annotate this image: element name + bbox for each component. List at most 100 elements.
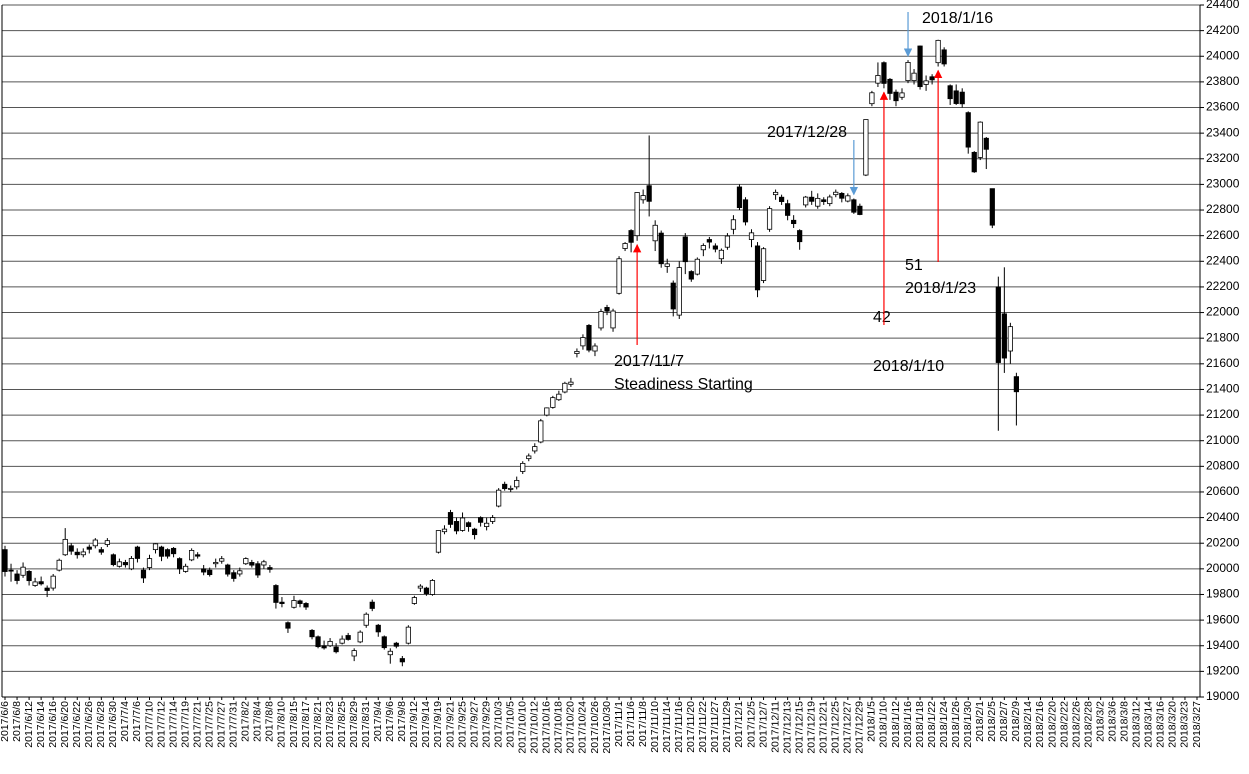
x-tick-label: 2017/6/6 bbox=[0, 701, 11, 742]
candle-body bbox=[1013, 376, 1019, 393]
x-tick-label: 2017/8/10 bbox=[276, 701, 288, 748]
y-tick-label: 23600 bbox=[1206, 100, 1240, 114]
candle-body bbox=[74, 551, 80, 556]
candle-body bbox=[327, 640, 333, 647]
x-tick-label: 2017/12/5 bbox=[745, 701, 757, 748]
candle-body bbox=[243, 558, 249, 565]
candle-body bbox=[911, 72, 917, 82]
candle-body bbox=[869, 92, 875, 105]
x-tick-label: 2017/7/27 bbox=[216, 701, 228, 748]
x-tick-label: 2017/6/12 bbox=[23, 701, 35, 748]
y-tick-label: 20600 bbox=[1206, 484, 1240, 498]
x-tick-label: 2018/1/18 bbox=[914, 701, 926, 748]
candle-body bbox=[164, 549, 171, 557]
x-tick-label: 2017/9/14 bbox=[420, 701, 432, 748]
candle-body bbox=[821, 199, 827, 202]
candle-body bbox=[881, 62, 887, 84]
annotation-text: 2018/1/16 bbox=[922, 10, 993, 27]
x-tick-label: 2017/9/29 bbox=[480, 701, 492, 748]
candle-body bbox=[502, 483, 508, 490]
candle-body bbox=[152, 543, 159, 551]
candle-body bbox=[556, 393, 562, 401]
candle-body bbox=[68, 545, 74, 552]
candle-body bbox=[351, 650, 357, 657]
x-tick-label: 2017/7/6 bbox=[131, 701, 143, 742]
annotations: 2017/11/7 Steadiness Starting 42 2018/1/10 5… bbox=[614, 10, 993, 393]
x-tick-label: 2018/3/20 bbox=[1167, 701, 1179, 748]
candle-body bbox=[941, 49, 947, 65]
candle-body bbox=[833, 191, 839, 196]
candle-body bbox=[694, 258, 700, 275]
candle-body bbox=[471, 528, 478, 536]
candle-body bbox=[291, 600, 297, 608]
candle-body bbox=[646, 185, 652, 202]
y-tick-label: 20000 bbox=[1206, 561, 1240, 575]
x-tick-label: 2018/2/1 bbox=[974, 701, 986, 742]
candle-body bbox=[863, 119, 869, 176]
y-tick-label: 21600 bbox=[1206, 356, 1240, 370]
x-tick-label: 2017/12/7 bbox=[757, 701, 769, 748]
y-tick-label: 21400 bbox=[1206, 382, 1240, 396]
candle-body bbox=[146, 558, 153, 568]
candle-body bbox=[899, 92, 905, 98]
x-tick-label: 2017/9/19 bbox=[432, 701, 444, 748]
annotation-text: 2017/12/28 bbox=[767, 124, 847, 141]
candle-body bbox=[983, 137, 989, 150]
candle-body bbox=[435, 530, 442, 553]
candle-body bbox=[580, 337, 586, 347]
x-tick-label: 2017/7/19 bbox=[179, 701, 191, 748]
candle-body bbox=[971, 151, 977, 173]
y-tick-label: 22600 bbox=[1206, 228, 1240, 242]
candle-body bbox=[345, 635, 351, 640]
x-tick-label: 2017/6/16 bbox=[47, 701, 59, 748]
candle-body bbox=[279, 601, 285, 604]
x-tick-label: 2017/8/8 bbox=[264, 701, 276, 742]
candle-body bbox=[658, 232, 664, 265]
x-tick-label: 2017/11/6 bbox=[625, 701, 637, 747]
x-tick-label: 2018/2/20 bbox=[1046, 701, 1058, 748]
candle-body bbox=[86, 546, 92, 550]
candle-body bbox=[189, 549, 195, 561]
y-tick-label: 23400 bbox=[1206, 125, 1240, 139]
y-tick-label: 22000 bbox=[1206, 305, 1240, 319]
x-tick-label: 2017/11/29 bbox=[721, 701, 733, 753]
candle-body bbox=[815, 197, 821, 207]
candle-body bbox=[670, 282, 676, 310]
y-tick-label: 24200 bbox=[1206, 23, 1240, 37]
candle-body bbox=[309, 629, 315, 638]
candle-body bbox=[26, 571, 32, 582]
candle-body bbox=[297, 600, 303, 604]
candle-body bbox=[706, 239, 712, 243]
candle-body bbox=[989, 188, 995, 226]
candle-body bbox=[122, 562, 129, 566]
x-tick-label: 2017/11/16 bbox=[673, 701, 685, 753]
candle-body bbox=[38, 581, 44, 585]
x-tick-label: 2017/7/12 bbox=[155, 701, 167, 748]
annotation-text: 51 bbox=[905, 257, 923, 274]
annotation-text: 2018/1/10 bbox=[873, 358, 944, 375]
candle-body bbox=[724, 235, 731, 248]
x-tick-label: 2018/3/23 bbox=[1179, 701, 1191, 748]
y-tick-label: 19800 bbox=[1206, 587, 1240, 601]
candle-body bbox=[827, 196, 833, 205]
candle-body bbox=[809, 196, 815, 202]
candle-body bbox=[183, 565, 189, 572]
candle-body bbox=[477, 517, 484, 523]
x-tick-label: 2017/8/25 bbox=[336, 701, 348, 748]
candle-body bbox=[959, 91, 965, 105]
candle-body bbox=[303, 603, 309, 608]
candle-body bbox=[249, 562, 255, 566]
candle-body bbox=[170, 547, 177, 555]
x-tick-label: 2017/8/29 bbox=[348, 701, 360, 748]
x-tick-label: 2017/9/27 bbox=[468, 701, 480, 748]
candle-body bbox=[935, 39, 941, 64]
candle-body bbox=[261, 561, 267, 566]
candle-body bbox=[104, 540, 110, 545]
candle-body bbox=[429, 580, 436, 595]
x-tick-label: 2017/12/27 bbox=[842, 701, 854, 754]
candle-body bbox=[923, 80, 929, 85]
x-tick-label: 2018/3/8 bbox=[1119, 701, 1131, 742]
y-tick-label: 21800 bbox=[1206, 330, 1240, 344]
x-tick-label: 2017/8/21 bbox=[312, 701, 324, 748]
